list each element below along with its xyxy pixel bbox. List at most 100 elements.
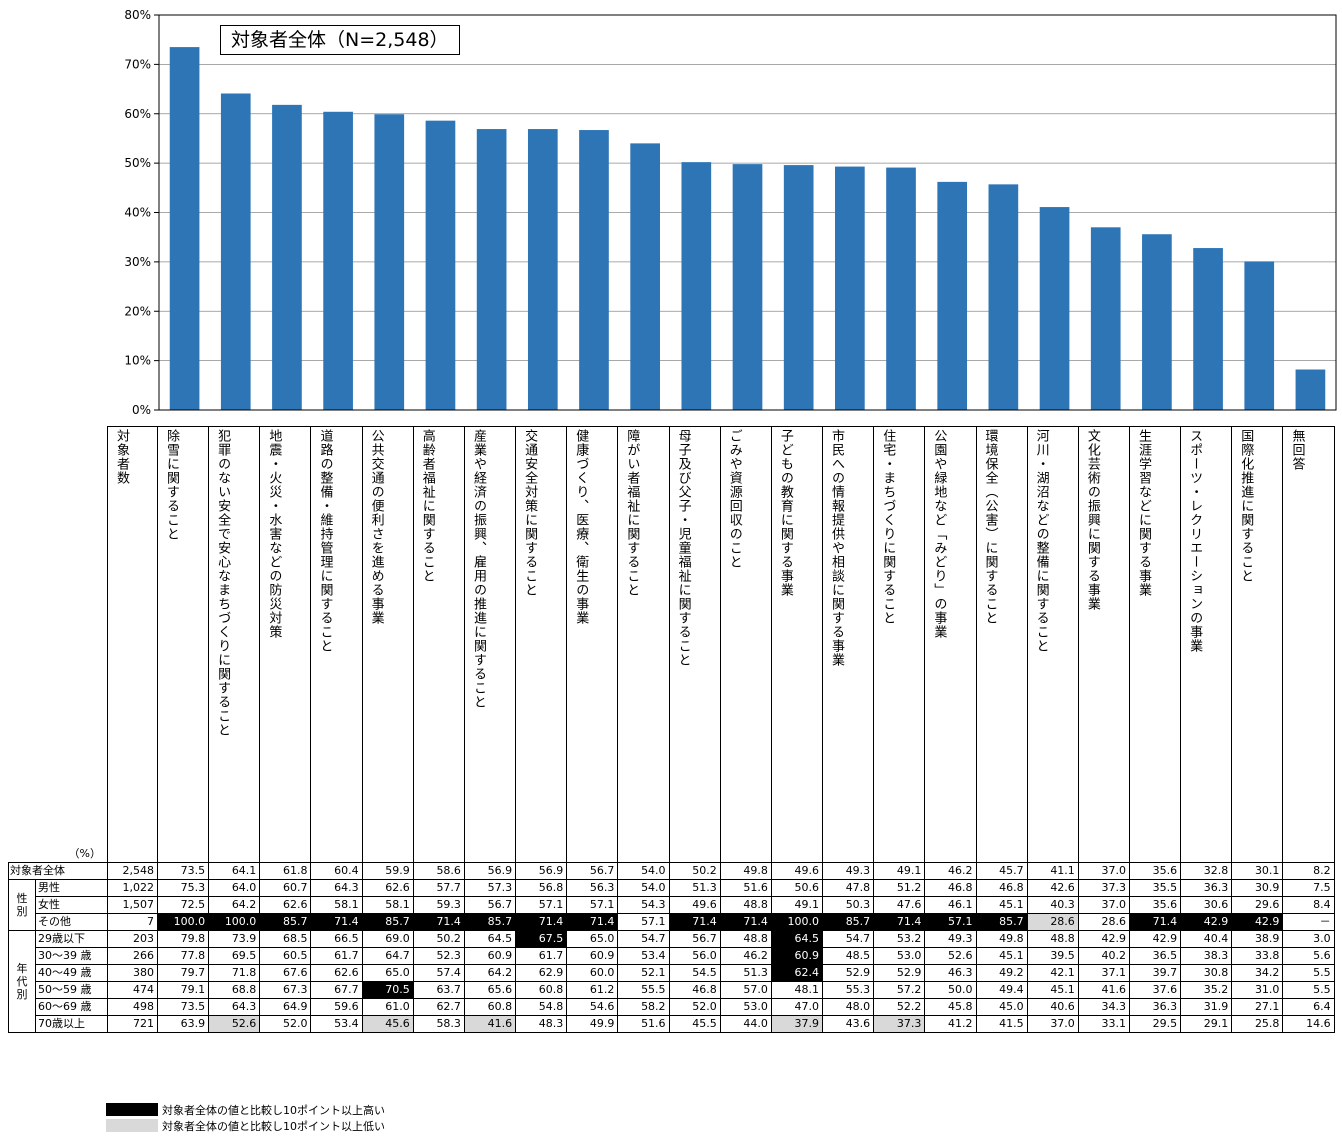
value-cell: 71.4 [1128, 913, 1182, 931]
value-cell: 60.5 [259, 947, 312, 965]
value-cell: 68.8 [208, 981, 261, 999]
value-cell: 57.1 [515, 896, 568, 914]
value-cell: 37.1 [1077, 964, 1130, 982]
value-cell: 40.4 [1180, 930, 1233, 948]
category-header: 市民への情報提供や相談に関する事業 [829, 429, 845, 667]
value-cell: 34.2 [1231, 964, 1284, 982]
category-header-cell: 住宅・まちづくりに関すること [873, 426, 926, 863]
bar [1193, 248, 1223, 410]
value-cell: 7.5 [1282, 879, 1335, 897]
value-cell: 70.5 [361, 981, 414, 999]
value-cell: 48.3 [515, 1015, 568, 1033]
value-cell: 60.4 [310, 862, 363, 880]
value-cell: 43.6 [822, 1015, 875, 1033]
row-label: 70歳以上 [35, 1015, 108, 1033]
bar [783, 165, 814, 410]
value-cell: 62.6 [259, 896, 312, 914]
value-cell: 53.0 [719, 998, 772, 1016]
value-cell: 58.1 [310, 896, 363, 914]
value-cell: 50.2 [668, 862, 721, 880]
value-cell: 67.7 [310, 981, 363, 999]
value-cell: 54.6 [566, 998, 619, 1016]
table-row: 50～59 歳 474 79.1 68.8 67.3 67.7 70.5 63.7 65.6 60… [9, 981, 1335, 999]
legend-swatch-low [106, 1119, 158, 1132]
unit-label: （%） [68, 847, 101, 860]
value-cell: 71.4 [719, 913, 772, 931]
value-cell: 49.6 [770, 862, 824, 880]
count-cell: 203 [107, 930, 158, 948]
value-cell: 42.9 [1231, 913, 1284, 931]
value-cell: 71.4 [668, 913, 721, 931]
value-cell: 57.7 [412, 879, 465, 897]
category-header: 子どもの教育に関する事業 [777, 429, 793, 597]
value-cell: 27.1 [1231, 998, 1284, 1016]
value-cell: 71.4 [310, 913, 363, 931]
value-cell: 71.8 [208, 964, 261, 982]
category-header: 犯罪のない安全で安心なまちづくりに関すること [215, 429, 231, 737]
y-tick-label: 60% [124, 107, 151, 121]
data-table: （%） 対象者数 除雪に関すること 犯罪のない安全で安心なまちづくりに関すること 地震・… [8, 426, 1335, 1033]
value-cell: 37.3 [1077, 879, 1130, 897]
value-cell: 47.8 [822, 879, 875, 897]
value-cell: 65.0 [566, 930, 619, 948]
value-cell: 61.2 [566, 981, 619, 999]
value-cell: 85.7 [361, 913, 414, 931]
category-header: ごみや資源回収のこと [726, 429, 742, 569]
category-header-cell: スポーツ・レクリエーションの事業 [1180, 426, 1233, 863]
value-cell: 31.9 [1180, 998, 1233, 1016]
value-cell: 37.6 [1128, 981, 1182, 999]
count-cell: 266 [107, 947, 158, 965]
bar [1244, 261, 1275, 410]
header-row: （%） 対象者数 除雪に関すること 犯罪のない安全で安心なまちづくりに関すること 地震・… [8, 426, 1335, 863]
value-cell: 49.8 [975, 930, 1028, 948]
value-cell: 56.3 [566, 879, 619, 897]
value-cell: 56.7 [668, 930, 721, 948]
category-header: 文化芸術の振興に関する事業 [1084, 429, 1100, 611]
value-cell: 5.6 [1282, 947, 1335, 965]
value-cell: 46.8 [668, 981, 721, 999]
value-cell: 42.9 [1077, 930, 1130, 948]
value-cell: 58.2 [617, 998, 670, 1016]
value-cell: 85.7 [975, 913, 1028, 931]
value-cell: 62.7 [412, 998, 465, 1016]
value-cell: 64.7 [361, 947, 414, 965]
value-cell: 45.6 [361, 1015, 414, 1033]
value-cell: 71.4 [566, 913, 619, 931]
value-cell: 67.3 [259, 981, 312, 999]
value-cell: 45.7 [975, 862, 1028, 880]
value-cell: 56.7 [463, 896, 517, 914]
table-row: 女性 1,507 72.5 64.2 62.6 58.1 58.1 59.3 56.7 57.1 5… [9, 896, 1335, 914]
value-cell: 53.4 [310, 1015, 363, 1033]
value-cell: 57.4 [412, 964, 465, 982]
value-cell: 14.6 [1282, 1015, 1335, 1033]
value-cell: 52.3 [412, 947, 465, 965]
value-cell: 54.3 [617, 896, 670, 914]
value-cell: 52.0 [668, 998, 721, 1016]
value-cell: 100.0 [156, 913, 210, 931]
legend-text-high: 対象者全体の値と比較し10ポイント以上高い [162, 1104, 385, 1117]
value-cell: 42.6 [1026, 879, 1079, 897]
value-cell: 52.2 [873, 998, 926, 1016]
category-header: 環境保全（公害）に関すること [982, 429, 998, 625]
row-label: 50～59 歳 [35, 981, 108, 999]
bar [937, 181, 968, 410]
value-cell: 48.8 [1026, 930, 1079, 948]
value-cell: 73.5 [156, 998, 210, 1016]
value-cell: 49.6 [668, 896, 721, 914]
row-label: 男性 [35, 879, 108, 897]
y-tick-label: 20% [124, 304, 151, 318]
value-cell: 63.9 [156, 1015, 210, 1033]
value-cell: 79.8 [156, 930, 210, 948]
y-axis-ticks: 80% 70% 60% 50% 40% 30% 20% 10% 0% [124, 8, 159, 417]
value-cell: 60.0 [566, 964, 619, 982]
value-cell: 60.9 [566, 947, 619, 965]
value-cell: 33.1 [1077, 1015, 1130, 1033]
value-cell: 33.8 [1231, 947, 1284, 965]
bar [1090, 227, 1121, 410]
value-cell: 45.0 [975, 998, 1028, 1016]
category-header: 公園や緑地など「みどり」の事業 [931, 429, 947, 639]
value-cell: 73.9 [208, 930, 261, 948]
value-cell: 52.1 [617, 964, 670, 982]
value-cell: 39.5 [1026, 947, 1079, 965]
value-cell: 49.3 [822, 862, 875, 880]
